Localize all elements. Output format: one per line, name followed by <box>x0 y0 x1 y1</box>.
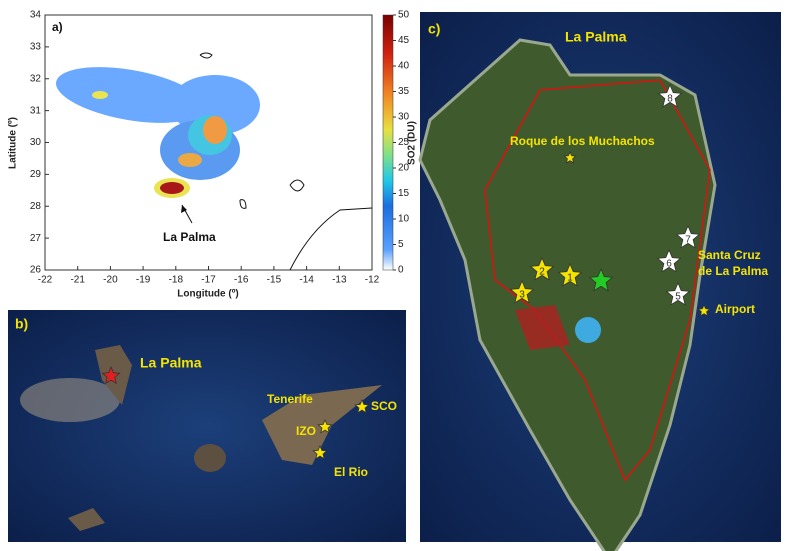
annotation: La Palma <box>163 230 216 244</box>
colorbar-tick-label: 10 <box>398 214 410 225</box>
x-tick-label: -18 <box>169 275 184 286</box>
station-label: 3 <box>519 290 525 301</box>
y-tick-label: 31 <box>30 105 42 116</box>
colorbar-tick-label: 30 <box>398 112 410 123</box>
boundary <box>484 79 711 482</box>
station-star <box>529 256 555 281</box>
colorbar-tick-label: 5 <box>398 239 404 250</box>
y-tick-label: 32 <box>30 73 42 84</box>
place-label: de La Palma <box>698 264 768 278</box>
panel-label: c) <box>428 21 440 37</box>
site-star <box>697 303 711 317</box>
panel-label: a) <box>52 20 63 34</box>
x-tick-label: -12 <box>365 275 380 286</box>
panel-b: b) <box>8 310 406 542</box>
station-star <box>675 224 701 249</box>
place-label: IZO <box>296 424 316 438</box>
y-tick-label: 27 <box>30 233 42 244</box>
coastline <box>199 52 373 271</box>
so2-plume <box>56 67 260 198</box>
station-label: 6 <box>666 259 672 270</box>
colorbar-tick-label: 0 <box>398 265 404 276</box>
x-tick-label: -16 <box>234 275 249 286</box>
colorbar-tick-label: 15 <box>398 188 410 199</box>
site-star <box>317 418 333 434</box>
colorbar-tick-label: 20 <box>398 163 410 174</box>
x-tick-label: -14 <box>299 275 314 286</box>
station-label: 5 <box>675 292 681 303</box>
site-star <box>354 398 370 414</box>
y-tick-label: 28 <box>30 201 42 212</box>
y-tick-label: 26 <box>30 265 42 276</box>
site-star <box>563 150 577 164</box>
station-star <box>657 83 683 108</box>
colorbar <box>382 14 394 271</box>
station-star <box>557 262 583 287</box>
y-tick-label: 33 <box>30 42 42 53</box>
place-label: El Rio <box>334 465 368 479</box>
x-tick-label: -15 <box>267 275 282 286</box>
place-label: Roque de los Muchachos <box>510 134 655 148</box>
arrow-head <box>181 205 187 213</box>
title: La Palma <box>565 29 627 45</box>
station-star <box>509 279 535 304</box>
x-tick-label: -21 <box>70 275 85 286</box>
site-star <box>312 444 328 460</box>
plume <box>20 378 120 422</box>
station-label: 7 <box>685 235 691 246</box>
station-star <box>665 281 691 306</box>
station-star <box>656 248 682 273</box>
station-label: 1 <box>567 273 573 284</box>
colorbar-tick-label: 50 <box>398 10 410 21</box>
station-label: 8 <box>667 94 673 105</box>
x-axis-label: Longitude (º) <box>177 289 238 300</box>
satellite-image <box>8 310 406 542</box>
station-star <box>588 267 614 292</box>
colorbar-tick-label: 40 <box>398 61 410 72</box>
x-tick-label: -13 <box>332 275 347 286</box>
y-axis-label: Latitude (º) <box>8 117 19 169</box>
place-label: Santa Cruz <box>698 248 761 262</box>
place-label: La Palma <box>140 355 202 371</box>
island <box>194 444 226 472</box>
colorbar-tick-label: 45 <box>398 35 410 46</box>
panel-label: b) <box>15 316 28 332</box>
island <box>68 508 105 531</box>
x-tick-label: -20 <box>103 275 118 286</box>
x-tick-label: -19 <box>136 275 151 286</box>
volcano-star <box>101 365 121 385</box>
lava-flow <box>515 305 570 350</box>
place-label: Airport <box>715 302 755 316</box>
x-tick-label: -22 <box>38 275 53 286</box>
y-tick-label: 34 <box>30 10 42 21</box>
x-tick-label: -17 <box>201 275 216 286</box>
station-label: 2 <box>539 267 545 278</box>
colorbar-tick-label: 35 <box>398 86 410 97</box>
colorbar-tick-label: 25 <box>398 137 410 148</box>
place-label: SCO <box>371 399 397 413</box>
panel-a: La Palma a) Longitude (º) Latitude (º) S… <box>8 14 418 300</box>
y-tick-label: 30 <box>30 137 42 148</box>
vent <box>575 317 601 343</box>
place-label: Tenerife <box>267 392 313 406</box>
y-tick-label: 29 <box>30 169 42 180</box>
colorbar-label: SO2 (DU) <box>407 121 418 165</box>
island <box>418 38 717 551</box>
